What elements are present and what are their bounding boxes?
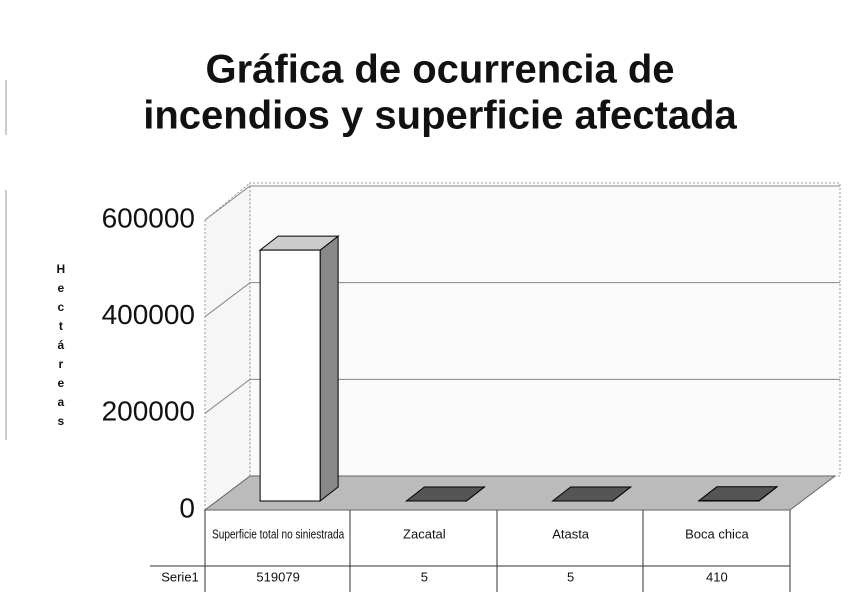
x-tick-label: Superficie total no siniestrada bbox=[212, 526, 345, 541]
grid-line bbox=[204, 282, 251, 318]
bar-side bbox=[319, 235, 339, 503]
data-table-value: 5 bbox=[421, 569, 428, 584]
y-tick-label: 400000 bbox=[102, 299, 195, 330]
x-tick-label: Atasta bbox=[552, 526, 590, 541]
chart-title: incendios y superficie afectada bbox=[143, 94, 737, 138]
data-table-value: 519079 bbox=[256, 569, 299, 584]
grid-line bbox=[204, 185, 251, 221]
y-axis-label: Hectáreas bbox=[54, 262, 68, 433]
chart-title: Gráfica de ocurrencia de bbox=[205, 48, 674, 92]
y-tick-label: 600000 bbox=[102, 202, 195, 233]
bar bbox=[259, 249, 321, 502]
y-tick-label: 200000 bbox=[102, 396, 195, 427]
x-tick-label: Zacatal bbox=[403, 526, 446, 541]
grid-line bbox=[204, 378, 251, 414]
x-tick-label: Boca chica bbox=[685, 526, 749, 541]
left-wall bbox=[204, 181, 251, 512]
data-table-value: 5 bbox=[567, 569, 574, 584]
legend-label: Serie1 bbox=[161, 569, 199, 584]
data-table bbox=[150, 510, 791, 592]
data-table-value: 410 bbox=[706, 569, 728, 584]
floor bbox=[203, 475, 837, 511]
y-tick-label: 0 bbox=[179, 492, 195, 523]
